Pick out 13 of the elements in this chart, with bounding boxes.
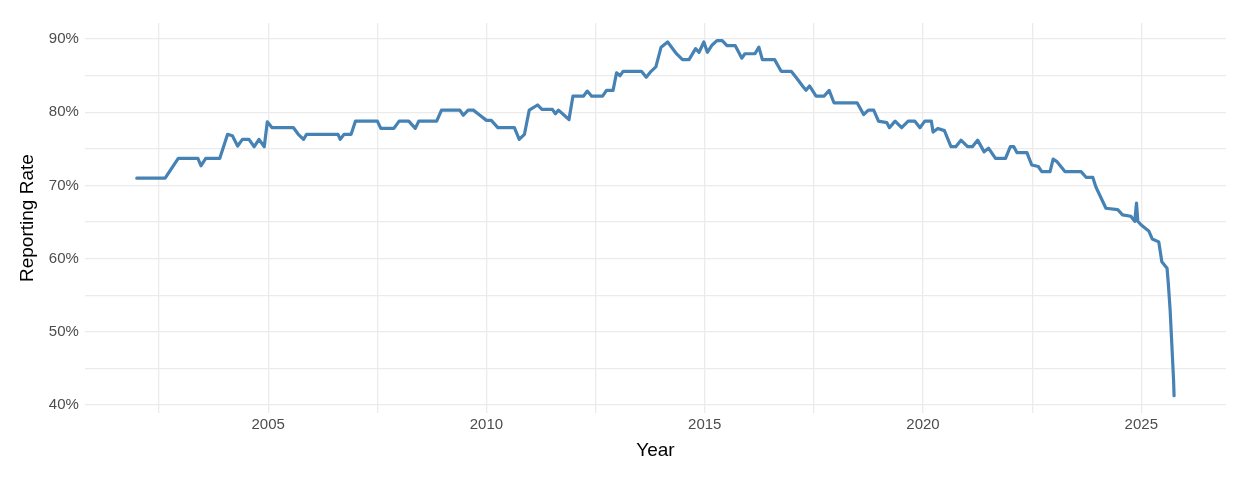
x-tick-label: 2010 — [469, 415, 504, 433]
y-tick-label: 40% — [48, 395, 79, 413]
y-tick-label: 60% — [48, 248, 79, 266]
y-tick-label: 50% — [48, 322, 79, 340]
x-tick-label: 2025 — [1124, 415, 1158, 433]
y-axis-title: Reporting Rate — [15, 154, 37, 282]
x-tick-label: 2020 — [906, 415, 940, 433]
y-tick-label: 90% — [48, 29, 79, 47]
x-axis-title: Year — [636, 438, 676, 460]
x-tick-label: 2015 — [688, 415, 722, 433]
x-tick-label: 2005 — [251, 415, 285, 433]
y-tick-label: 70% — [48, 175, 79, 193]
y-tick-label: 80% — [48, 102, 79, 120]
